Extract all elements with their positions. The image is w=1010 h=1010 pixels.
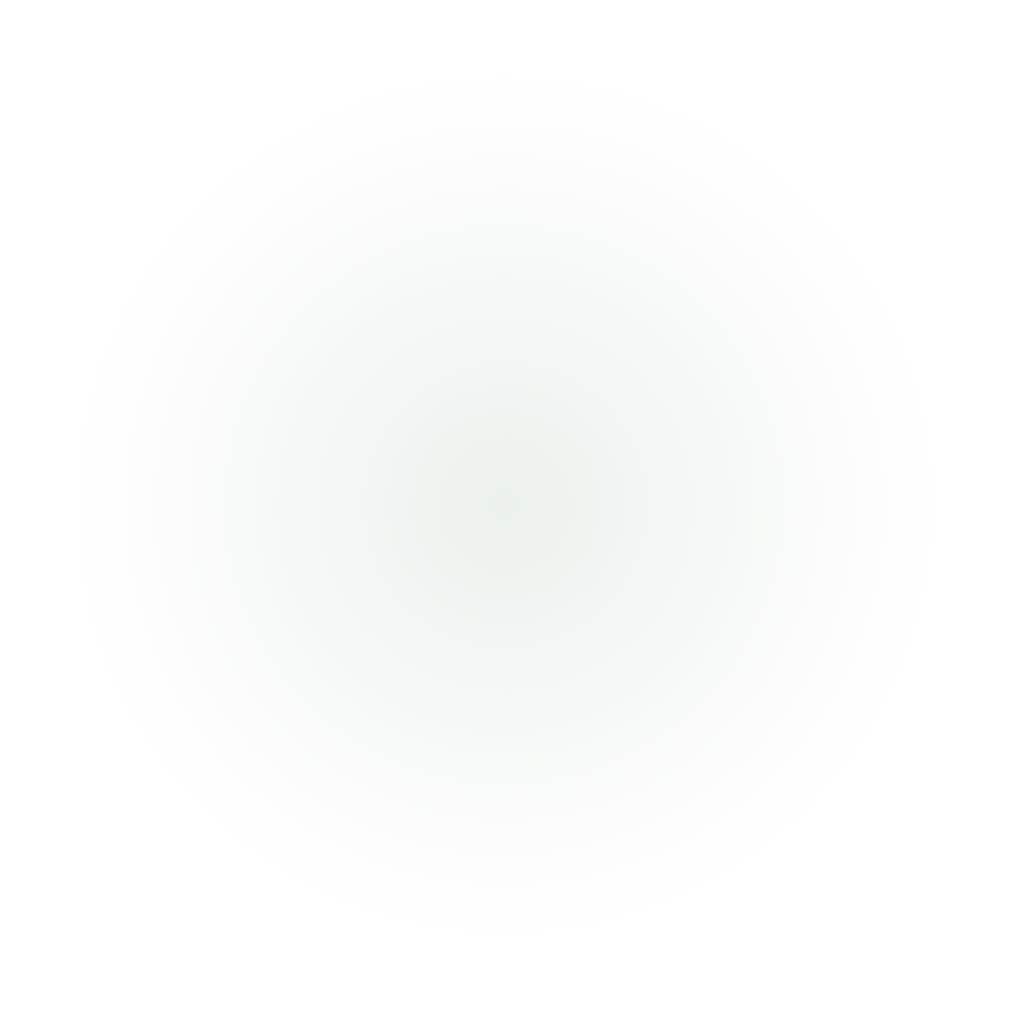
blank-gradient-background (0, 0, 1010, 1010)
